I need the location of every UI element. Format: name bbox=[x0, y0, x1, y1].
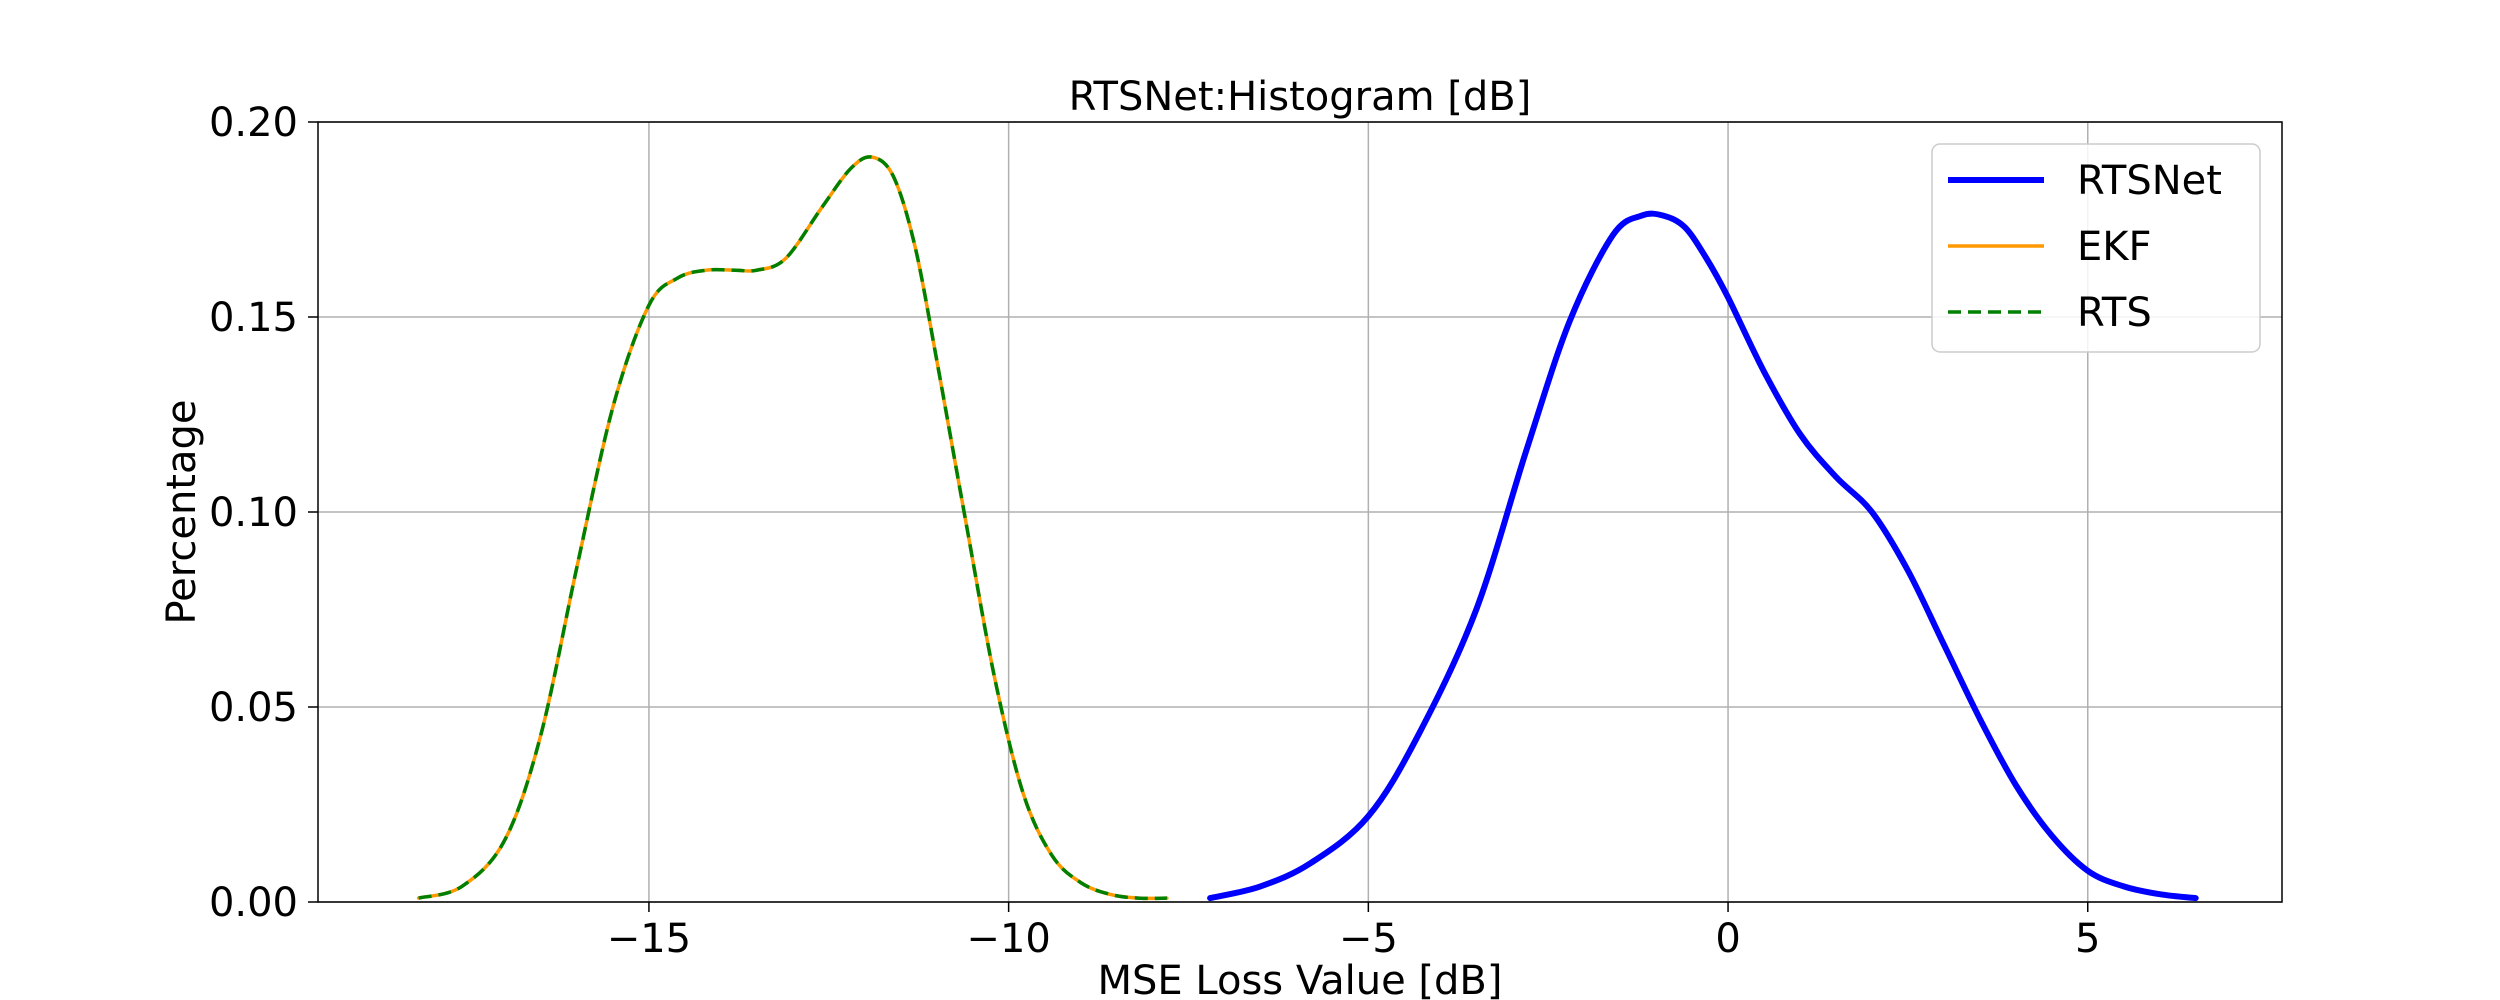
x-axis-label: MSE Loss Value [dB] bbox=[1098, 958, 1503, 1000]
x-tick-label: −10 bbox=[966, 916, 1050, 962]
x-tick-label: −15 bbox=[607, 916, 691, 962]
chart-title: RTSNet:Histogram [dB] bbox=[1069, 74, 1532, 120]
legend: RTSNet EKF RTS bbox=[1931, 143, 2261, 353]
x-tick-label: −5 bbox=[1339, 916, 1398, 962]
legend-label-rtsnet: RTSNet bbox=[2077, 158, 2222, 204]
y-tick-label: 0.20 bbox=[209, 100, 298, 146]
legend-label-rts: RTS bbox=[2077, 290, 2152, 336]
y-tick-label: 0.15 bbox=[209, 295, 298, 341]
series-layer bbox=[416, 155, 2199, 902]
legend-box bbox=[1931, 143, 2261, 353]
x-tick-label: 0 bbox=[1715, 916, 1740, 962]
y-tick-label: 0.00 bbox=[209, 880, 298, 926]
y-tick-label: 0.10 bbox=[209, 490, 298, 536]
legend-label-ekf: EKF bbox=[2077, 224, 2152, 270]
series-line-rts bbox=[418, 155, 1167, 901]
x-tick-label: 5 bbox=[2075, 916, 2100, 962]
ticks: −15 −10 −5 0 5 0.00 0.05 0.10 0.15 0.20 bbox=[209, 100, 2101, 962]
y-axis-label: Percentage bbox=[159, 399, 205, 624]
series-line-rtsnet bbox=[1207, 210, 2199, 902]
y-tick-label: 0.05 bbox=[209, 685, 298, 731]
